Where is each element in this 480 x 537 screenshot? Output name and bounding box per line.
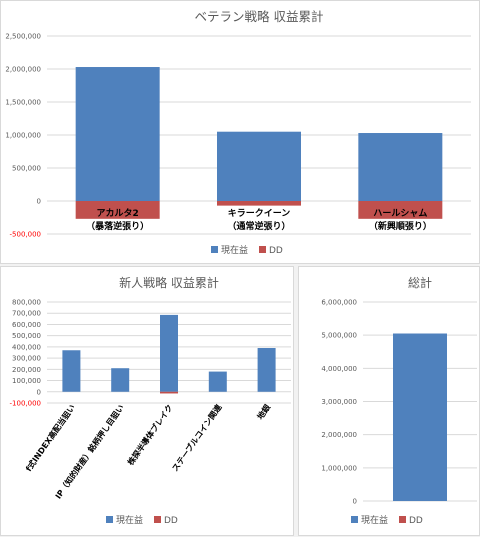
y-tick-label: 0	[37, 388, 41, 396]
bar-dd	[75, 201, 160, 219]
legend-label-dd: DD	[409, 516, 423, 526]
y-tick-label: 4,000,000	[321, 365, 357, 373]
bar-dd	[358, 201, 443, 219]
y-tick-label: -500,000	[10, 231, 41, 239]
bar-current-profit	[217, 131, 301, 201]
y-tick-label: 800,000	[12, 299, 41, 307]
legend-swatch-dd	[154, 516, 161, 523]
bar-current-profit	[358, 133, 443, 201]
total-chart-panel: 総計 6,000,000 5,000,000 4,000,000 3,000,000 2,…	[298, 266, 480, 536]
total-chart: 総計 6,000,000 5,000,000 4,000,000 3,000,000 2,…	[321, 275, 477, 526]
y-tick-label: 500,000	[12, 332, 41, 340]
chart-title: 新人戦略 収益累計	[119, 275, 219, 290]
y-tick-label: 300,000	[12, 355, 41, 363]
bar-current-profit	[208, 371, 227, 392]
x-category-label: （暴落逆張り）	[86, 220, 149, 232]
newcomer-chart-panel: 新人戦略 収益累計 800,000 700,000 600,000 500,000 400…	[0, 266, 294, 536]
y-tick-label: 100,000	[12, 377, 41, 385]
chart-title: 総計	[408, 275, 432, 290]
legend-label-current-profit: 現在益	[361, 514, 388, 526]
x-category-label: アカルタ2	[97, 207, 139, 219]
x-category-label: ハールシャム	[373, 208, 427, 219]
y-tick-label: 1,500,000	[5, 99, 41, 107]
legend-label-dd: DD	[269, 246, 283, 256]
y-tick-label: 1,000,000	[321, 464, 357, 472]
bar-current-profit	[62, 350, 81, 392]
y-tick-label: 400,000	[12, 343, 41, 351]
bar-current-profit	[393, 333, 447, 501]
y-tick-label: 5,000,000	[321, 332, 357, 340]
y-tick-label: 200,000	[12, 366, 41, 374]
y-tick-label: 1,000,000	[5, 132, 41, 140]
y-tick-label: 600,000	[12, 321, 41, 329]
x-category-label: 株探半導体ブレイク	[125, 402, 174, 467]
y-tick-label: 2,000,000	[5, 66, 41, 74]
bar-current-profit	[111, 368, 130, 392]
veteran-chart-panel: ベテラン戦略 収益累計 2,500,000 2,000,000 1,500,000 1,…	[0, 0, 480, 264]
x-category-label: f式INDEX高配当狙い	[23, 402, 77, 473]
x-category-label: キラークイーン	[228, 208, 291, 219]
y-tick-label: 0	[37, 198, 41, 206]
x-category-label: 地銀	[255, 402, 272, 421]
legend-label-current-profit: 現在益	[116, 514, 143, 526]
legend-swatch-current-profit	[106, 516, 113, 523]
y-tick-label: 3,000,000	[321, 398, 357, 406]
legend-swatch-dd	[399, 516, 406, 523]
legend-swatch-current-profit	[351, 516, 358, 523]
y-tick-label: 2,000,000	[321, 431, 357, 439]
veteran-chart: ベテラン戦略 収益累計 2,500,000 2,000,000 1,500,000 1,…	[5, 9, 471, 256]
x-category-label: （通常逆張り）	[227, 220, 290, 232]
y-tick-label: 700,000	[12, 310, 41, 318]
legend-swatch-dd	[259, 246, 266, 253]
y-tick-label: 6,000,000	[321, 299, 357, 307]
y-tick-label: -100,000	[10, 400, 41, 408]
bar-dd	[160, 391, 178, 394]
newcomer-chart: 新人戦略 収益累計 800,000 700,000 600,000 500,000 400…	[10, 275, 291, 526]
x-category-label: ステーブルコイン関連	[170, 402, 224, 474]
bar-current-profit	[160, 314, 178, 392]
bar-dd	[217, 201, 301, 206]
chart-title: ベテラン戦略 収益累計	[195, 9, 324, 24]
bar-current-profit	[257, 348, 276, 392]
legend-label-dd: DD	[164, 516, 178, 526]
y-tick-label: 2,500,000	[5, 33, 41, 41]
y-tick-label: 0	[353, 498, 357, 506]
legend-label-current-profit: 現在益	[221, 244, 248, 256]
legend-swatch-current-profit	[211, 246, 218, 253]
y-tick-label: 500,000	[12, 165, 41, 173]
bar-current-profit	[75, 67, 160, 202]
x-category-label: （新興順張り）	[369, 220, 432, 232]
